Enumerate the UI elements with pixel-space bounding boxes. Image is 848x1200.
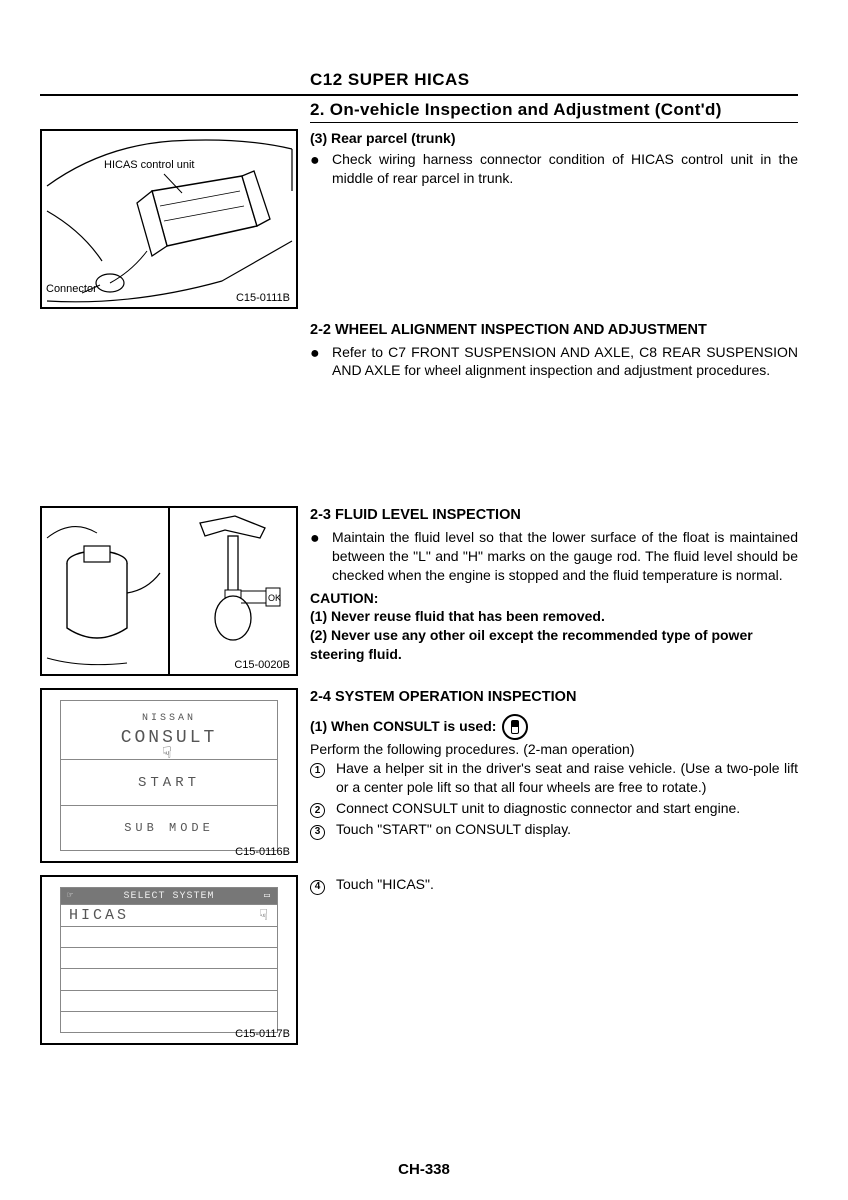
chapter-heading: C12 SUPER HICAS [310, 70, 798, 90]
step-num-3: 3 [310, 825, 325, 840]
figure-ref-1: C15-0111B [236, 292, 290, 304]
scroll-icon: ▭ [264, 890, 271, 902]
heading-rear-parcel: (3) Rear parcel (trunk) [310, 129, 798, 148]
heading-2-3: 2-3 FLUID LEVEL INSPECTION [310, 506, 798, 526]
step-num-4: 4 [310, 880, 325, 895]
caution-1: (1) Never reuse fluid that has been remo… [310, 607, 798, 626]
hicas-unit-sketch [42, 131, 296, 307]
heading-2-4: 2-4 SYSTEM OPERATION INSPECTION [310, 688, 798, 708]
figure-consult-hicas: ☞ SELECT SYSTEM ▭ HICAS ☟ C15-0117B [40, 875, 298, 1045]
figure-ref-3: C15-0116B [235, 846, 290, 858]
block-rear-parcel: HICAS control unit Connector C15-0111B (… [40, 129, 798, 309]
block-wheel-alignment: 2-2 WHEEL ALIGNMENT INSPECTION AND ADJUS… [40, 321, 798, 384]
step-3-text: Touch "START" on CONSULT display. [336, 820, 798, 840]
hicas-screen: ☞ SELECT SYSTEM ▭ HICAS ☟ [60, 887, 278, 1033]
step-num-2: 2 [310, 803, 325, 818]
subhead-consult-used: (1) When CONSULT is used: [310, 718, 496, 734]
figure-consult-start: NISSAN CONSULT ☟ START SUB MODE C15-0116… [40, 688, 298, 863]
figure-ref-4: C15-0117B [235, 1028, 290, 1040]
text-2-2: Refer to C7 FRONT SUSPENSION AND AXLE, C… [332, 343, 798, 381]
block-system-operation: NISSAN CONSULT ☟ START SUB MODE C15-0116… [40, 688, 798, 863]
consult-screen: NISSAN CONSULT ☟ START SUB MODE [60, 700, 278, 851]
block-step-4: ☞ SELECT SYSTEM ▭ HICAS ☟ C15-0117B 4 Tou… [40, 875, 798, 1045]
pointer-icon: ☟ [259, 906, 271, 925]
figure-label-connector: Connector [46, 283, 97, 295]
figure-ref-2: C15-0020B [234, 659, 290, 671]
svg-text:OK: OK [268, 593, 281, 603]
select-system-label: SELECT SYSTEM [123, 891, 214, 902]
gauge-rod-sketch: OK [170, 508, 296, 674]
chapter-rule [40, 94, 798, 96]
page-number: CH-338 [0, 1161, 848, 1178]
consult-device-icon [502, 714, 528, 740]
figure-label-hicas-unit: HICAS control unit [104, 159, 194, 171]
step-1-text: Have a helper sit in the driver's seat a… [336, 759, 798, 797]
figure-hicas-control-unit: HICAS control unit Connector C15-0111B [40, 129, 298, 309]
bullet-icon: ● [310, 528, 332, 585]
block-fluid-level: OK C15-0020B 2-3 FLUID LEVEL INSPECTION … [40, 506, 798, 676]
section-title: 2. On-vehicle Inspection and Adjustment … [310, 100, 798, 120]
caution-2: (2) Never use any other oil except the r… [310, 626, 798, 664]
figure-fluid-level: OK C15-0020B [40, 506, 298, 676]
intro-text: Perform the following procedures. (2-man… [310, 740, 798, 759]
consult-submode: SUB MODE [124, 821, 214, 835]
step-4-text: Touch "HICAS". [336, 875, 798, 895]
step-num-1: 1 [310, 763, 325, 778]
text-2-3-bullet: Maintain the fluid level so that the low… [332, 528, 798, 585]
pointer-icon: ☟ [162, 743, 176, 763]
hicas-item: HICAS [69, 907, 129, 924]
caution-label: CAUTION: [310, 589, 798, 608]
section-rule [310, 122, 798, 123]
heading-2-2: 2-2 WHEEL ALIGNMENT INSPECTION AND ADJUS… [310, 321, 798, 341]
step-2-text: Connect CONSULT unit to diagnostic conne… [336, 799, 798, 819]
bullet-icon: ● [310, 343, 332, 381]
hand-icon: ☞ [67, 890, 74, 902]
consult-brand: NISSAN [142, 713, 196, 724]
text-rear-parcel: Check wiring harness connector condition… [332, 150, 798, 188]
reservoir-sketch [42, 508, 168, 674]
consult-start: START [138, 775, 200, 791]
bullet-icon: ● [310, 150, 332, 188]
